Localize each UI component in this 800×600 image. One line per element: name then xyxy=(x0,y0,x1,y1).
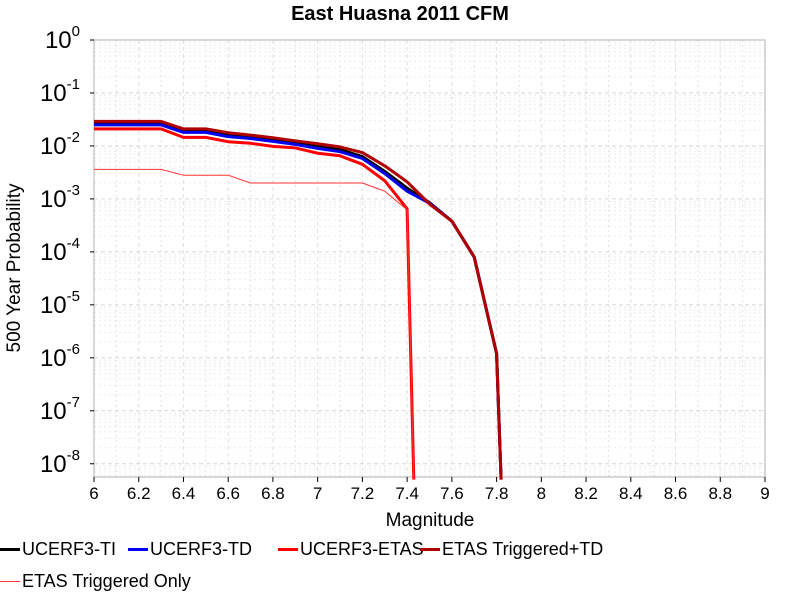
y-tick-label: 10-2 xyxy=(40,129,80,160)
legend-swatch xyxy=(420,547,440,551)
y-tick-label: 10-6 xyxy=(40,341,80,372)
x-tick-label: 8 xyxy=(537,484,546,503)
legend-swatch xyxy=(128,547,148,551)
legend-item: UCERF3-TD xyxy=(128,536,252,562)
y-tick-base: 10 xyxy=(45,27,72,54)
y-tick-exponent: -2 xyxy=(67,129,80,146)
x-tick-label: 6.4 xyxy=(172,484,196,503)
y-tick-base: 10 xyxy=(40,345,67,372)
x-tick-label: 7.2 xyxy=(351,484,375,503)
chart-title: East Huasna 2011 CFM xyxy=(291,3,509,25)
legend-item: UCERF3-TI xyxy=(0,536,116,562)
legend: UCERF3-TI UCERF3-TD UCERF3-ETAS ETAS Trigge… xyxy=(0,536,800,600)
y-tick-label: 10-3 xyxy=(40,182,80,213)
series-lines xyxy=(94,119,503,480)
y-tick-base: 10 xyxy=(40,292,67,319)
x-tick-label: 7.4 xyxy=(395,484,419,503)
series-line-ucerf3-etas xyxy=(94,127,416,480)
chart: East Huasna 2011 CFM 6 6.2 6.4 6.6 6.8 7 7.2 7.… xyxy=(4,3,770,531)
x-tick-label: 8.4 xyxy=(619,484,643,503)
y-tick-base: 10 xyxy=(40,80,67,107)
y-tick-exponent: -1 xyxy=(67,76,80,93)
series-line-etas-triggered-td xyxy=(94,119,503,480)
y-tick-exponent: -7 xyxy=(67,394,80,411)
legend-swatch xyxy=(0,580,20,582)
legend-label: UCERF3-TD xyxy=(150,538,252,559)
series-line-etas-triggered-only xyxy=(94,168,415,480)
y-tick-base: 10 xyxy=(40,133,67,160)
y-axis-label: 500 Year Probability xyxy=(4,183,25,353)
y-tick-exponent: -8 xyxy=(67,447,80,464)
legend-item: UCERF3-ETAS xyxy=(278,536,424,562)
y-tick-exponent: -3 xyxy=(67,182,80,199)
y-tick-exponent: -4 xyxy=(67,235,80,252)
x-tick-label: 6 xyxy=(89,484,98,503)
x-tick-label: 7.8 xyxy=(485,484,509,503)
y-tick-exponent: -5 xyxy=(67,288,80,305)
legend-swatch xyxy=(0,547,20,551)
legend-label: ETAS Triggered+TD xyxy=(442,538,604,559)
x-axis-label: Magnitude xyxy=(386,510,475,531)
x-tick-label: 6.8 xyxy=(261,484,285,503)
y-tick-base: 10 xyxy=(40,398,67,425)
y-tick-base: 10 xyxy=(40,186,67,213)
y-tick-exponent: 0 xyxy=(72,23,80,40)
y-tick-label: 10-1 xyxy=(40,76,80,107)
legend-item: ETAS Triggered Only xyxy=(0,568,191,594)
legend-label: ETAS Triggered Only xyxy=(22,570,191,591)
legend-swatch xyxy=(278,547,298,551)
y-tick-label: 10-5 xyxy=(40,288,80,319)
y-tick-base: 10 xyxy=(40,451,67,478)
x-axis-ticks: 6 6.2 6.4 6.6 6.8 7 7.2 7.4 7.6 7.8 8 8.2 8.4 8.6 8.8 9 xyxy=(89,477,770,503)
x-tick-label: 8.8 xyxy=(708,484,732,503)
y-tick-exponent: -6 xyxy=(67,341,80,358)
grid-lines xyxy=(93,40,766,477)
legend-label: UCERF3-ETAS xyxy=(300,538,424,559)
x-tick-label: 8.2 xyxy=(574,484,598,503)
y-tick-label: 100 xyxy=(45,23,80,54)
x-tick-label: 7.6 xyxy=(440,484,464,503)
x-tick-label: 6.2 xyxy=(127,484,151,503)
y-tick-label: 10-4 xyxy=(40,235,80,266)
x-tick-label: 9 xyxy=(760,484,769,503)
x-tick-label: 7 xyxy=(313,484,322,503)
x-tick-label: 6.6 xyxy=(216,484,240,503)
y-tick-label: 10-8 xyxy=(40,447,80,478)
legend-item: ETAS Triggered+TD xyxy=(420,536,603,562)
x-tick-label: 8.6 xyxy=(664,484,688,503)
plot-area xyxy=(93,39,766,478)
y-tick-label: 10-7 xyxy=(40,394,80,425)
legend-label: UCERF3-TI xyxy=(22,538,116,559)
y-tick-base: 10 xyxy=(40,239,67,266)
